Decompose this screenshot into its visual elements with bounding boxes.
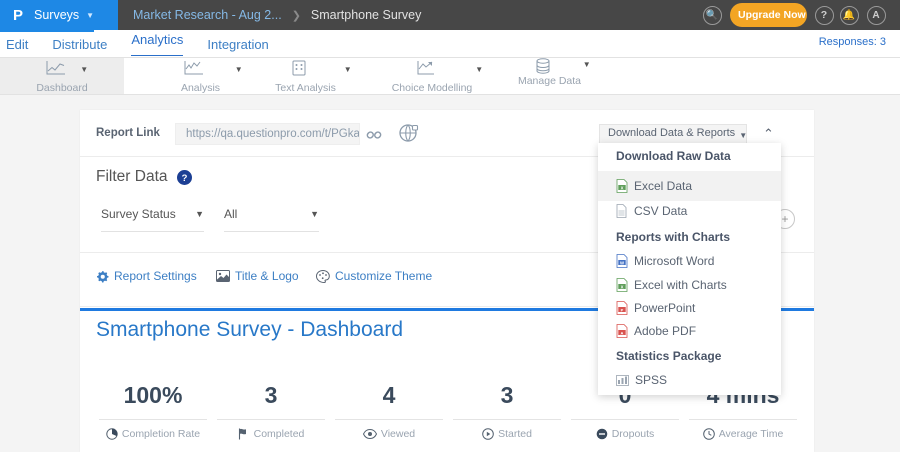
svg-text:A: A [621, 330, 624, 335]
svg-text:X: X [621, 284, 624, 289]
svg-text:X: X [621, 185, 624, 190]
svg-text:P: P [13, 7, 23, 23]
svg-text:P: P [621, 307, 624, 312]
svg-text:?: ? [182, 173, 188, 184]
